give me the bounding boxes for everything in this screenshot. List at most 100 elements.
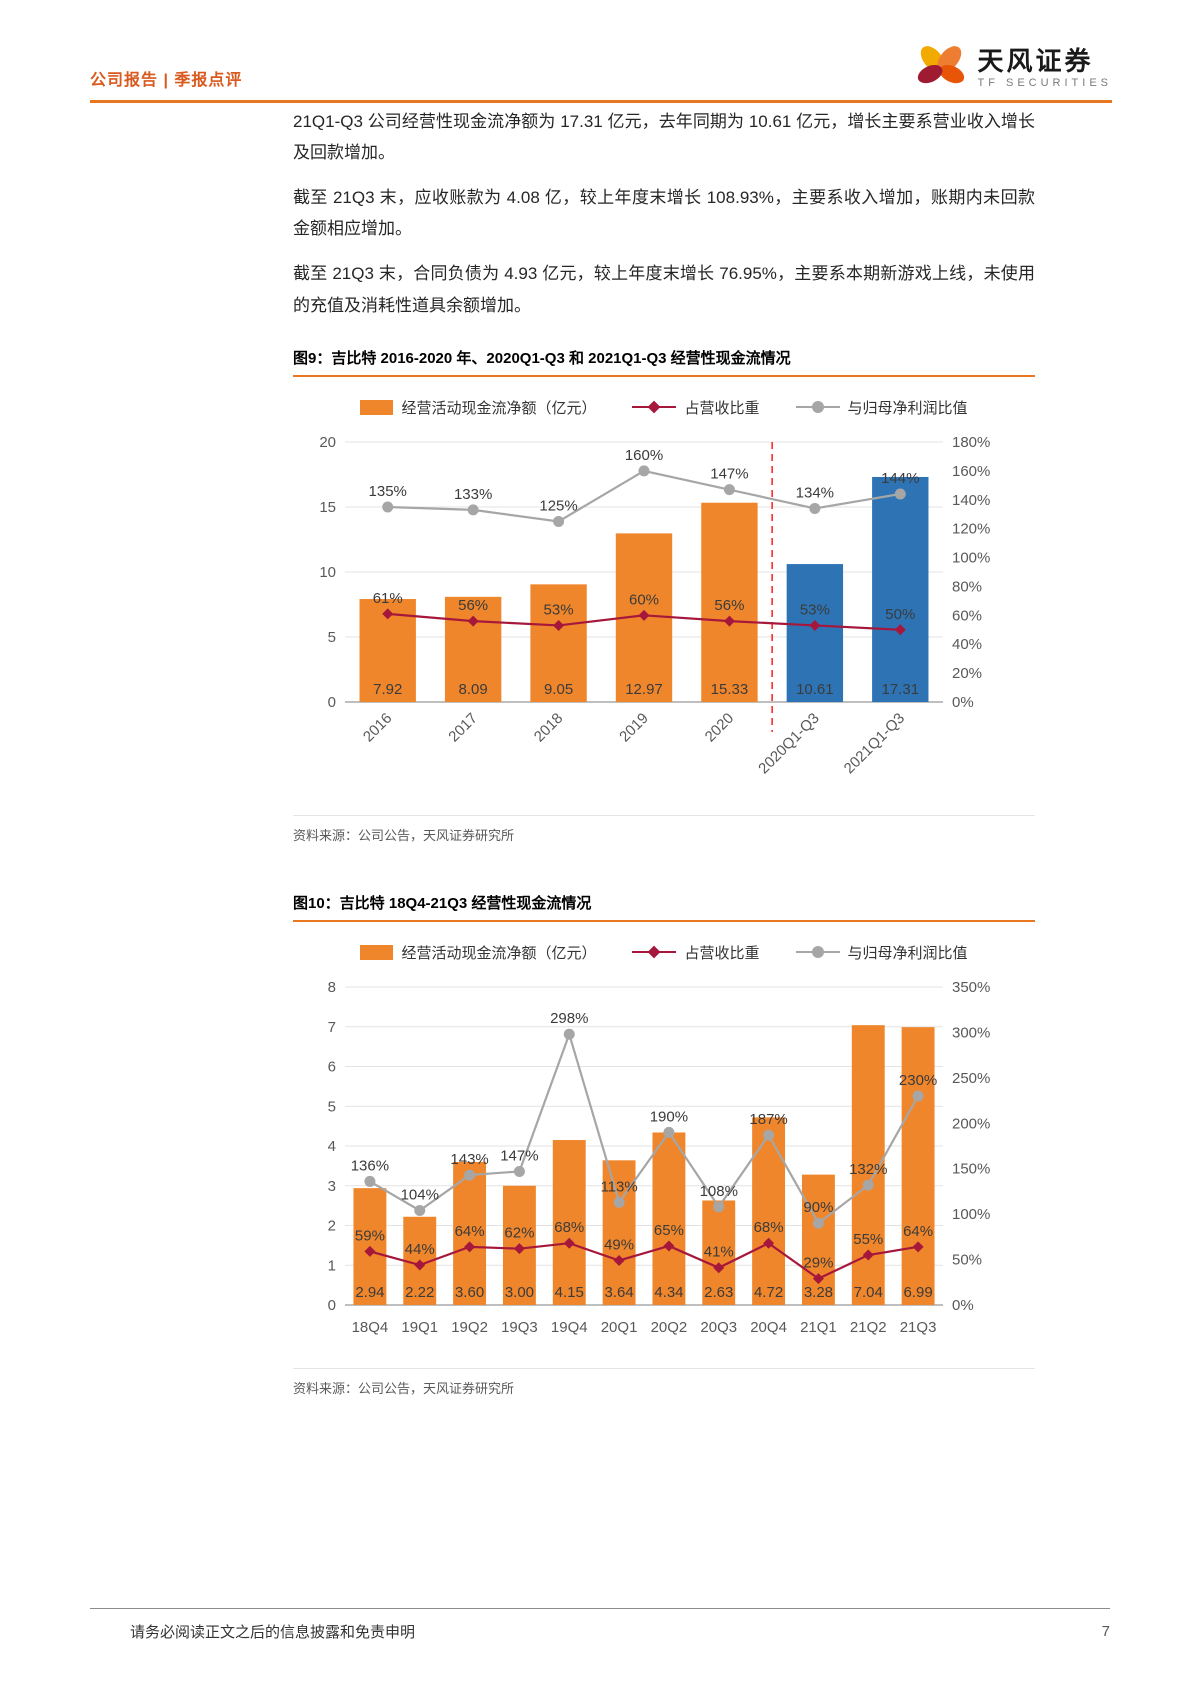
- legend-item-revenue-ratio: 占营收比重: [632, 942, 760, 963]
- figure-9-legend: 经营活动现金流净额（亿元） 占营收比重 与归母净利润比值: [293, 397, 1035, 418]
- legend-bar-label: 经营活动现金流净额（亿元）: [401, 944, 597, 962]
- legend-item-netprofit-ratio: 与归母净利润比值: [795, 942, 968, 963]
- legend-bar-label: 经营活动现金流净额（亿元）: [401, 399, 597, 417]
- svg-text:132%: 132%: [849, 1161, 887, 1178]
- bars: 7.92 8.09 9.05 12.97 15.33 10.61 17.31: [359, 476, 929, 702]
- svg-text:17.31: 17.31: [882, 681, 920, 698]
- figure-9: 图9：吉比特 2016-2020 年、2020Q1-Q3 和 2021Q1-Q3…: [293, 347, 1035, 844]
- svg-text:44%: 44%: [405, 1241, 435, 1258]
- svg-text:136%: 136%: [351, 1157, 389, 1174]
- legend-circle-line-icon: [795, 946, 840, 959]
- x-axis-labels: 2016 2017 2018 2019 2020 2020Q1-Q3 2021Q1-Q3: [360, 709, 908, 776]
- svg-text:65%: 65%: [654, 1222, 684, 1239]
- legend-item-bar: 经营活动现金流净额（亿元）: [360, 397, 596, 418]
- svg-text:200%: 200%: [952, 1115, 990, 1132]
- svg-text:2021Q1-Q3: 2021Q1-Q3: [841, 709, 908, 776]
- svg-text:40%: 40%: [952, 636, 982, 653]
- cashflow-chart-quarterly: 0 1 2 3 4 5 6 7 8 0% 50% 100% 150% 200% 250% 300% 350% 2.…: [328, 979, 991, 1336]
- svg-text:5: 5: [328, 1098, 336, 1115]
- svg-text:20Q1: 20Q1: [601, 1319, 638, 1336]
- figure-10-title: 图10：吉比特 18Q4-21Q3 经营性现金流情况: [293, 892, 1035, 922]
- logo-text: 天风证券 TF SECURITIES: [977, 47, 1112, 90]
- x-axis-labels: 18Q4 19Q1 19Q2 19Q3 19Q4 20Q1 20Q2 20Q3 20Q4 21Q1…: [352, 1319, 937, 1336]
- svg-text:160%: 160%: [625, 447, 663, 464]
- svg-text:125%: 125%: [539, 497, 577, 514]
- svg-text:100%: 100%: [952, 1206, 990, 1223]
- svg-text:21Q3: 21Q3: [900, 1319, 937, 1336]
- legend-netprofit-ratio-label: 与归母净利润比值: [847, 944, 968, 962]
- svg-text:140%: 140%: [952, 491, 990, 508]
- legend-bar-swatch: [360, 944, 394, 960]
- legend-diamond-line-icon: [632, 945, 677, 959]
- svg-text:7: 7: [328, 1018, 336, 1035]
- revenue-ratio-line: 61% 56% 53% 60% 56% 53% 50%: [373, 590, 915, 635]
- svg-text:19Q4: 19Q4: [551, 1319, 588, 1336]
- legend-revenue-ratio-label: 占营收比重: [684, 944, 760, 962]
- gridlines-and-axes: 0 5 10 15 20 0% 20% 40% 60% 80% 100% 120% 140% 160% 18…: [319, 434, 990, 711]
- svg-text:350%: 350%: [952, 979, 990, 996]
- svg-text:4.72: 4.72: [754, 1284, 783, 1301]
- svg-text:2.94: 2.94: [355, 1284, 384, 1301]
- gridlines-and-axes: 0 1 2 3 4 5 6 7 8 0% 50% 100% 150% 200% 250% 300% 350%: [328, 979, 991, 1314]
- svg-text:150%: 150%: [952, 1160, 990, 1177]
- body-paragraph-3: 截至 21Q3 末，合同负债为 4.93 亿元，较上年度末增长 76.95%，主…: [293, 264, 1035, 315]
- svg-text:12.97: 12.97: [625, 681, 663, 698]
- netprofit-ratio-line: 135% 133% 125% 160% 147% 134% 144%: [369, 447, 919, 527]
- svg-text:64%: 64%: [903, 1223, 933, 1240]
- legend-revenue-ratio-label: 占营收比重: [684, 399, 760, 417]
- svg-text:3.00: 3.00: [505, 1284, 534, 1301]
- figure-10: 图10：吉比特 18Q4-21Q3 经营性现金流情况 经营活动现金流净额（亿元）…: [293, 892, 1035, 1397]
- svg-text:8: 8: [328, 979, 336, 996]
- svg-text:10: 10: [319, 564, 336, 581]
- svg-text:7.04: 7.04: [854, 1284, 883, 1301]
- svg-text:68%: 68%: [554, 1219, 584, 1236]
- svg-text:3.64: 3.64: [604, 1284, 633, 1301]
- svg-text:20%: 20%: [952, 665, 982, 682]
- svg-text:29%: 29%: [803, 1254, 833, 1271]
- svg-text:2016: 2016: [360, 709, 396, 745]
- svg-text:4.34: 4.34: [654, 1284, 683, 1301]
- svg-text:298%: 298%: [550, 1010, 588, 1027]
- svg-text:15: 15: [319, 499, 336, 516]
- svg-text:41%: 41%: [704, 1243, 734, 1260]
- body-paragraph-2: 截至 21Q3 末，应收账款为 4.08 亿，较上年度末增长 108.93%，主…: [293, 188, 1035, 239]
- legend-netprofit-ratio-label: 与归母净利润比值: [847, 399, 968, 417]
- svg-text:64%: 64%: [455, 1223, 485, 1240]
- svg-text:300%: 300%: [952, 1024, 990, 1041]
- legend-diamond-line-icon: [632, 400, 677, 414]
- svg-text:190%: 190%: [650, 1108, 688, 1125]
- svg-text:187%: 187%: [749, 1111, 787, 1128]
- cashflow-chart-annual: 0 5 10 15 20 0% 20% 40% 60% 80% 100% 120% 140% 160% 18…: [319, 434, 990, 777]
- svg-text:49%: 49%: [604, 1236, 634, 1253]
- figure-9-title: 图9：吉比特 2016-2020 年、2020Q1-Q3 和 2021Q1-Q3…: [293, 347, 1035, 377]
- body-paragraph-1: 21Q1-Q3 公司经营性现金流净额为 17.31 亿元，去年同期为 10.61…: [293, 112, 1035, 163]
- svg-text:108%: 108%: [700, 1183, 738, 1200]
- svg-text:147%: 147%: [710, 465, 748, 482]
- svg-text:2019: 2019: [616, 709, 652, 745]
- svg-text:113%: 113%: [600, 1178, 637, 1195]
- svg-text:18Q4: 18Q4: [352, 1319, 389, 1336]
- svg-text:20Q2: 20Q2: [651, 1319, 688, 1336]
- svg-text:2020Q1-Q3: 2020Q1-Q3: [755, 709, 822, 776]
- svg-text:21Q1: 21Q1: [800, 1319, 837, 1336]
- svg-text:144%: 144%: [881, 470, 919, 487]
- svg-text:50%: 50%: [952, 1251, 982, 1268]
- svg-text:2020: 2020: [702, 709, 738, 745]
- svg-text:53%: 53%: [544, 601, 574, 618]
- page-footer: 请务必阅读正文之后的信息披露和免责申明 7: [90, 1608, 1110, 1642]
- svg-text:143%: 143%: [450, 1151, 488, 1168]
- svg-text:2: 2: [328, 1217, 336, 1234]
- svg-text:2.22: 2.22: [405, 1284, 434, 1301]
- page-number: 7: [1101, 1623, 1110, 1640]
- figure-9-chart-area: 0 5 10 15 20 0% 20% 40% 60% 80% 100% 120% 140% 160% 18…: [293, 424, 1035, 813]
- svg-text:56%: 56%: [714, 597, 744, 614]
- svg-text:59%: 59%: [355, 1227, 385, 1244]
- svg-text:4: 4: [328, 1138, 336, 1155]
- svg-text:10.61: 10.61: [796, 681, 834, 698]
- svg-text:2018: 2018: [531, 709, 567, 745]
- tf-securities-logo: 天风证券 TF SECURITIES: [915, 42, 1112, 94]
- svg-text:133%: 133%: [454, 486, 492, 503]
- svg-text:120%: 120%: [952, 520, 990, 537]
- netprofit-ratio-line: 136% 104% 143% 147% 298% 113% 190% 108% 187% 90% 1…: [351, 1010, 937, 1229]
